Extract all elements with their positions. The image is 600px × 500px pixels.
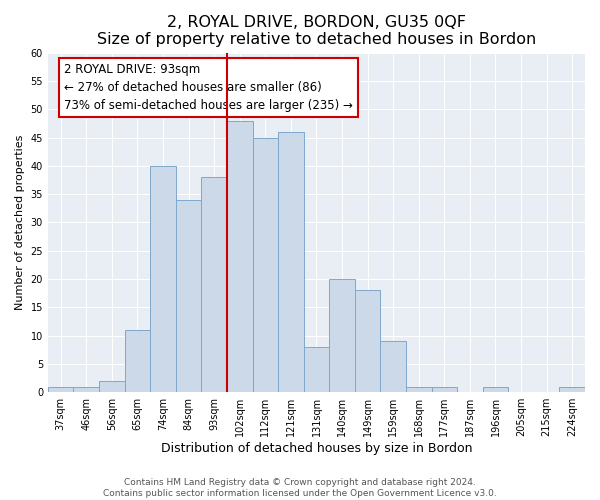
- Bar: [482, 386, 508, 392]
- Text: Contains HM Land Registry data © Crown copyright and database right 2024.
Contai: Contains HM Land Registry data © Crown c…: [103, 478, 497, 498]
- Bar: [73, 386, 99, 392]
- Y-axis label: Number of detached properties: Number of detached properties: [15, 135, 25, 310]
- Bar: [355, 290, 380, 392]
- Bar: [278, 132, 304, 392]
- Bar: [431, 386, 457, 392]
- Bar: [48, 386, 73, 392]
- Bar: [559, 386, 585, 392]
- Bar: [253, 138, 278, 392]
- Bar: [227, 120, 253, 392]
- Bar: [329, 279, 355, 392]
- Bar: [125, 330, 150, 392]
- Bar: [406, 386, 431, 392]
- Bar: [202, 177, 227, 392]
- Text: 2 ROYAL DRIVE: 93sqm
← 27% of detached houses are smaller (86)
73% of semi-detac: 2 ROYAL DRIVE: 93sqm ← 27% of detached h…: [64, 63, 353, 112]
- Bar: [150, 166, 176, 392]
- Bar: [380, 342, 406, 392]
- Bar: [99, 381, 125, 392]
- Bar: [304, 347, 329, 392]
- Title: 2, ROYAL DRIVE, BORDON, GU35 0QF
Size of property relative to detached houses in: 2, ROYAL DRIVE, BORDON, GU35 0QF Size of…: [97, 15, 536, 48]
- Bar: [176, 200, 202, 392]
- X-axis label: Distribution of detached houses by size in Bordon: Distribution of detached houses by size …: [161, 442, 472, 455]
